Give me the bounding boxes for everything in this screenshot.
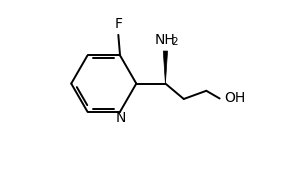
Text: OH: OH xyxy=(224,92,245,105)
Text: 2: 2 xyxy=(172,37,178,47)
Text: NH: NH xyxy=(154,33,175,47)
Polygon shape xyxy=(163,51,168,84)
Text: N: N xyxy=(116,111,126,125)
Text: F: F xyxy=(114,17,122,31)
